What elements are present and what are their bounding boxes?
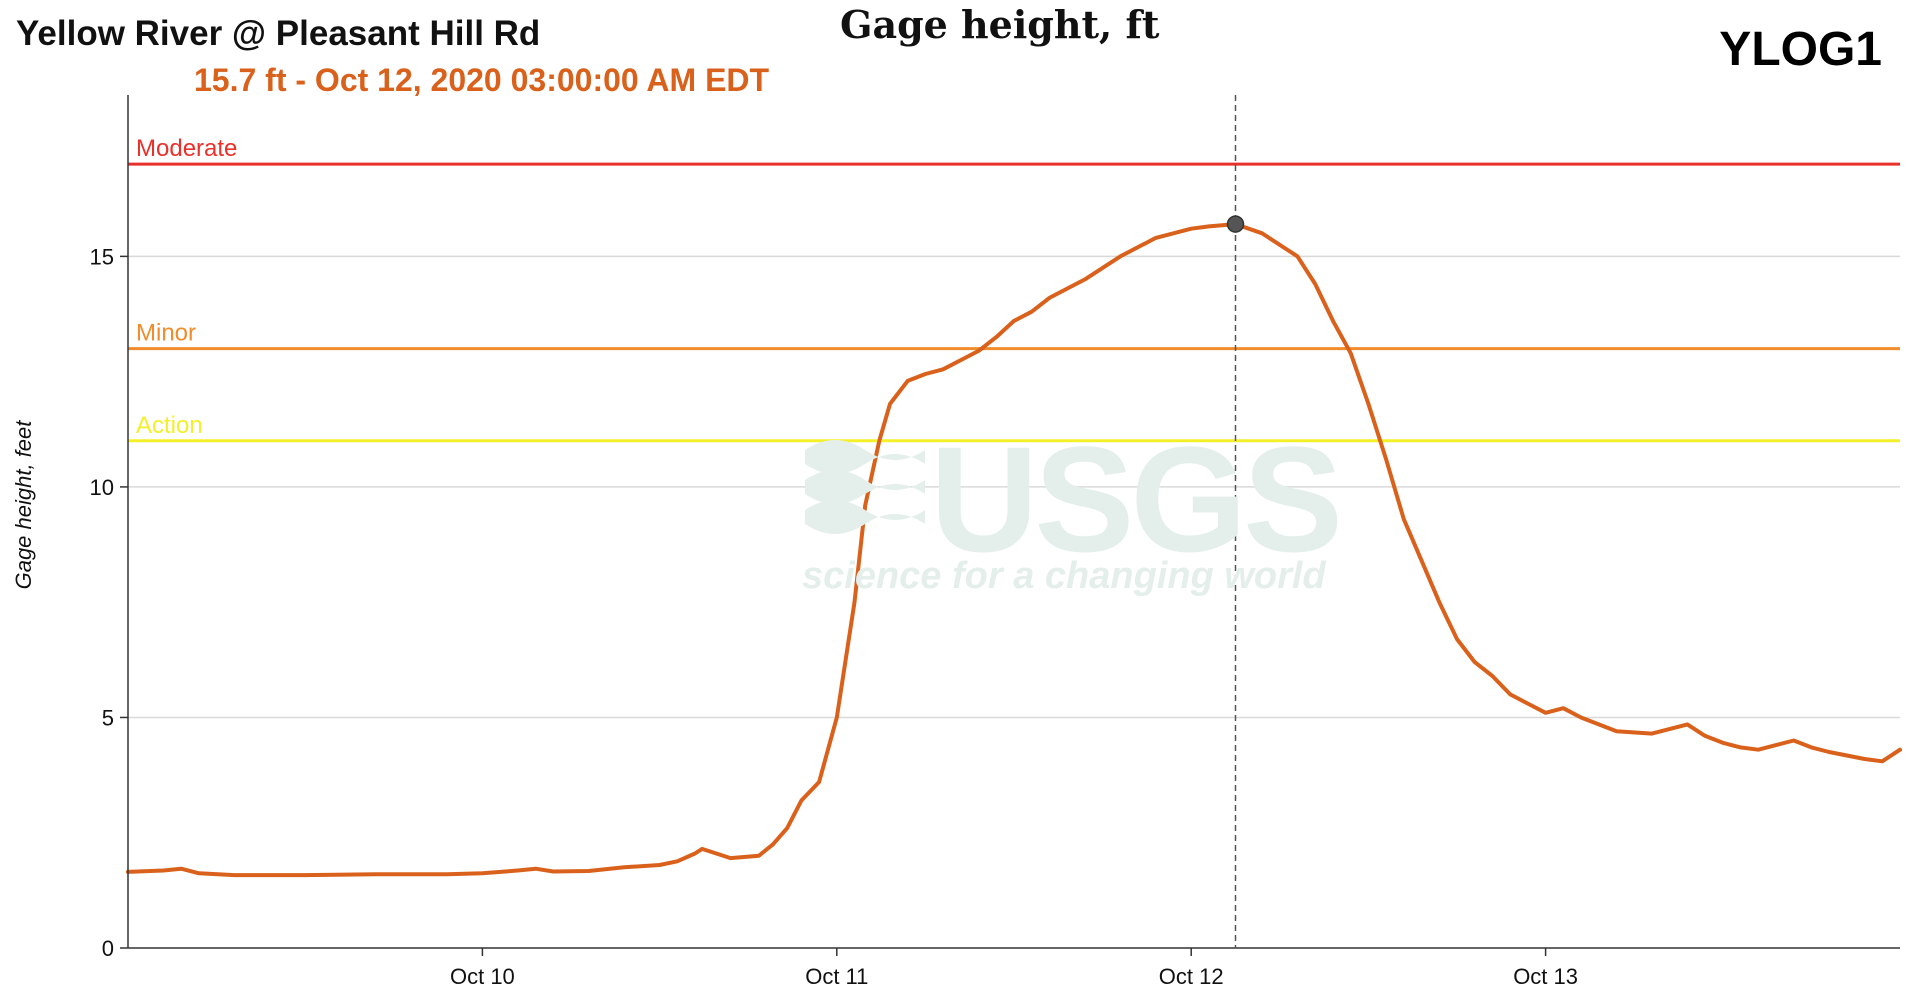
x-tick-label: Oct 10 — [450, 964, 515, 989]
chart-title: Gage height, ft — [840, 2, 1160, 47]
x-tick-label: Oct 11 — [805, 964, 868, 989]
usgs-waves-icon — [805, 440, 925, 534]
threshold-label-moderate: Moderate — [136, 135, 237, 162]
y-tick-label: 0 — [102, 936, 114, 961]
hover-readout: 15.7 ft - Oct 12, 2020 03:00:00 AM EDT — [194, 62, 770, 98]
station-title: Yellow River @ Pleasant Hill Rd — [16, 14, 541, 53]
usgs-watermark-tagline: science for a changing world — [802, 555, 1326, 597]
usgs-watermark-logo: USGS — [930, 415, 1343, 583]
threshold-label-minor: Minor — [136, 320, 196, 347]
y-axis-label: Gage height, feet — [11, 420, 36, 590]
x-tick-label: Oct 13 — [1513, 964, 1578, 989]
series-layer — [126, 222, 1902, 878]
threshold-label-action: Action — [136, 412, 203, 439]
y-tick-label: 15 — [90, 244, 114, 269]
x-tick-label: Oct 12 — [1159, 964, 1224, 989]
hover-marker — [1226, 95, 1245, 948]
site-code: YLOG1 — [1719, 23, 1882, 76]
y-tick-label: 5 — [102, 705, 114, 730]
gridlines — [128, 255, 1900, 719]
y-tick-label: 10 — [90, 475, 114, 500]
axes: 0 5 10 15 Oct 10 Oct 11 Oct 12 Oct 13 — [90, 95, 1900, 989]
threshold-lines: Moderate Minor Action — [128, 135, 1900, 443]
hover-point — [1226, 215, 1245, 233]
series-line-0 — [126, 222, 1902, 878]
